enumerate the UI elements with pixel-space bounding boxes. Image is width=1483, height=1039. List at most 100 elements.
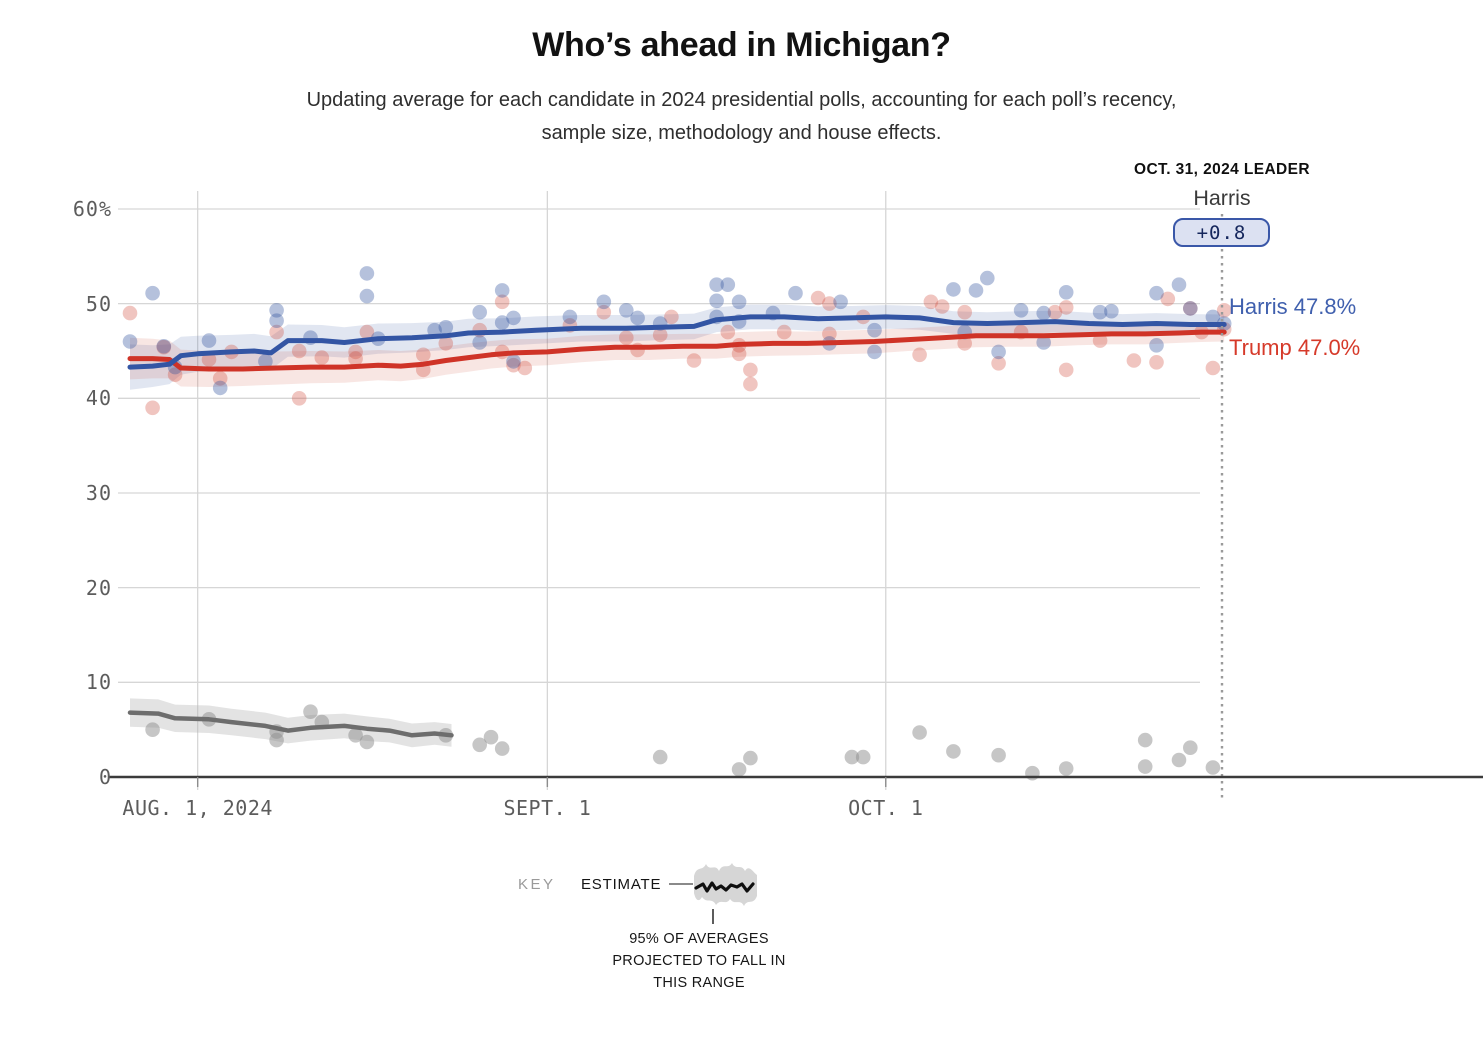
trump-poll-dot: [1058, 362, 1074, 378]
leader-name: Harris: [1193, 186, 1251, 210]
other-poll-dot: [483, 729, 499, 745]
trump-poll-dot: [494, 294, 510, 310]
trump-poll-dot: [923, 294, 939, 310]
harris-poll-dot: [1036, 305, 1051, 321]
trump-poll-dot: [810, 290, 826, 306]
harris-poll-dot: [494, 315, 510, 330]
other-poll-dot: [1058, 761, 1074, 776]
y-tick-label: 40: [85, 386, 112, 411]
key-band-shape: [694, 863, 757, 906]
harris-poll-dot: [1104, 303, 1119, 319]
trump-poll-dot: [912, 347, 927, 363]
leader-heading: OCT. 31, 2024 LEADER: [1134, 161, 1310, 178]
other-poll-dot: [991, 747, 1006, 763]
trump-poll-dot: [686, 353, 702, 368]
key-estimate-squiggle: [694, 881, 755, 893]
harris-uncertainty-band: [130, 304, 1225, 390]
trump-poll-dot: [156, 339, 172, 355]
other-poll-dot: [731, 762, 747, 777]
trump-poll-dot: [652, 327, 668, 343]
harris-poll-dot: [156, 339, 172, 354]
subtitle-line-2: sample size, methodology and house effec…: [541, 122, 942, 144]
trump-poll-dot: [416, 347, 431, 363]
key-estimate-label: ESTIMATE: [581, 876, 662, 893]
trump-poll-dot: [291, 343, 307, 359]
harris-poll-dot: [1183, 301, 1198, 316]
harris-poll-dot: [359, 288, 375, 304]
other-poll-dot: [1137, 732, 1153, 748]
other-poll-dot: [912, 725, 927, 740]
x-tick-label: SEPT. 1: [503, 796, 592, 820]
trump-poll-dot: [1126, 353, 1142, 368]
subtitle-line-1: Updating average for each candidate in 2…: [306, 89, 1177, 111]
harris-poll-dot: [720, 277, 736, 293]
trump-poll-dot: [291, 391, 307, 406]
trump-poll-dot: [664, 309, 679, 325]
harris-poll-dot: [867, 322, 882, 338]
harris-poll-dot: [494, 283, 510, 298]
harris-poll-dot: [596, 294, 612, 310]
trump-end-label: Trump 47.0%: [1229, 335, 1361, 360]
trend-lines: [127, 314, 1227, 738]
harris-poll-dot: [788, 285, 803, 301]
harris-poll-dot: [709, 293, 724, 309]
trump-poll-dot: [1149, 355, 1164, 370]
trump-poll-dot: [517, 360, 533, 376]
trump-poll-dot: [348, 351, 363, 366]
other-poll-dot: [1205, 760, 1221, 775]
harris-poll-dot: [1036, 335, 1051, 350]
other-poll-dot: [472, 737, 488, 753]
other-poll-dot: [348, 728, 363, 743]
harris-poll-dot: [833, 294, 848, 310]
harris-poll-dot: [472, 335, 488, 350]
harris-poll-dot: [867, 344, 882, 360]
trump-poll-dot: [1047, 304, 1063, 320]
trump-poll-dot: [1216, 303, 1232, 318]
page-title: Who’s ahead in Michigan?: [532, 26, 951, 64]
harris-poll-dot: [506, 310, 521, 326]
chart-axes: [108, 214, 1483, 800]
harris-end-label: Harris 47.8%: [1229, 294, 1357, 319]
x-tick-label: AUG. 1, 2024: [122, 796, 273, 820]
kennedy-trend-line: [127, 710, 454, 738]
harris-poll-dot: [472, 304, 488, 320]
trump-poll-dot: [1092, 333, 1108, 348]
y-tick-label: 10: [85, 670, 112, 695]
harris-poll-dot: [1149, 338, 1164, 353]
trump-poll-dot: [619, 330, 634, 346]
trump-poll-dot: [1160, 291, 1176, 307]
y-tick-label: 30: [85, 480, 112, 505]
trump-poll-dot: [269, 324, 284, 340]
other-poll-dot: [145, 722, 160, 737]
trump-trend-line: [127, 329, 1227, 372]
chart-gridlines: [118, 191, 1200, 790]
trump-poll-dot: [506, 357, 521, 373]
trump-poll-dot: [348, 344, 363, 360]
other-poll-dot: [269, 732, 284, 748]
harris-poll-dot: [1171, 277, 1187, 293]
harris-poll-dot: [980, 270, 995, 286]
other-poll-dot: [743, 750, 758, 766]
harris-poll-dot: [1092, 304, 1108, 320]
trump-poll-dot: [1205, 360, 1221, 376]
trump-poll-dot: [314, 350, 330, 365]
harris-poll-dot: [1058, 285, 1074, 300]
x-tick-label: OCT. 1: [848, 796, 924, 820]
harris-poll-dot: [1149, 285, 1164, 301]
harris-poll-dot: [1013, 303, 1029, 318]
trump-poll-dot: [822, 326, 837, 342]
harris-poll-dot: [438, 320, 454, 335]
key-caption: 95% OF AVERAGES PROJECTED TO FALL IN THI…: [612, 931, 786, 991]
other-poll-dot: [494, 741, 510, 756]
y-tick-label: 50: [85, 291, 112, 316]
harris-poll-dot: [731, 294, 747, 310]
estimate-key-graphic: [669, 863, 757, 924]
kennedy-uncertainty-band: [130, 698, 452, 748]
trump-poll-dot: [731, 346, 747, 362]
harris-poll-dot: [212, 380, 228, 396]
harris-poll-dot: [630, 310, 645, 326]
other-poll-dot: [1183, 740, 1198, 755]
trump-poll-dot: [934, 299, 950, 314]
leader-margin-badge: +0.8: [1173, 218, 1270, 247]
